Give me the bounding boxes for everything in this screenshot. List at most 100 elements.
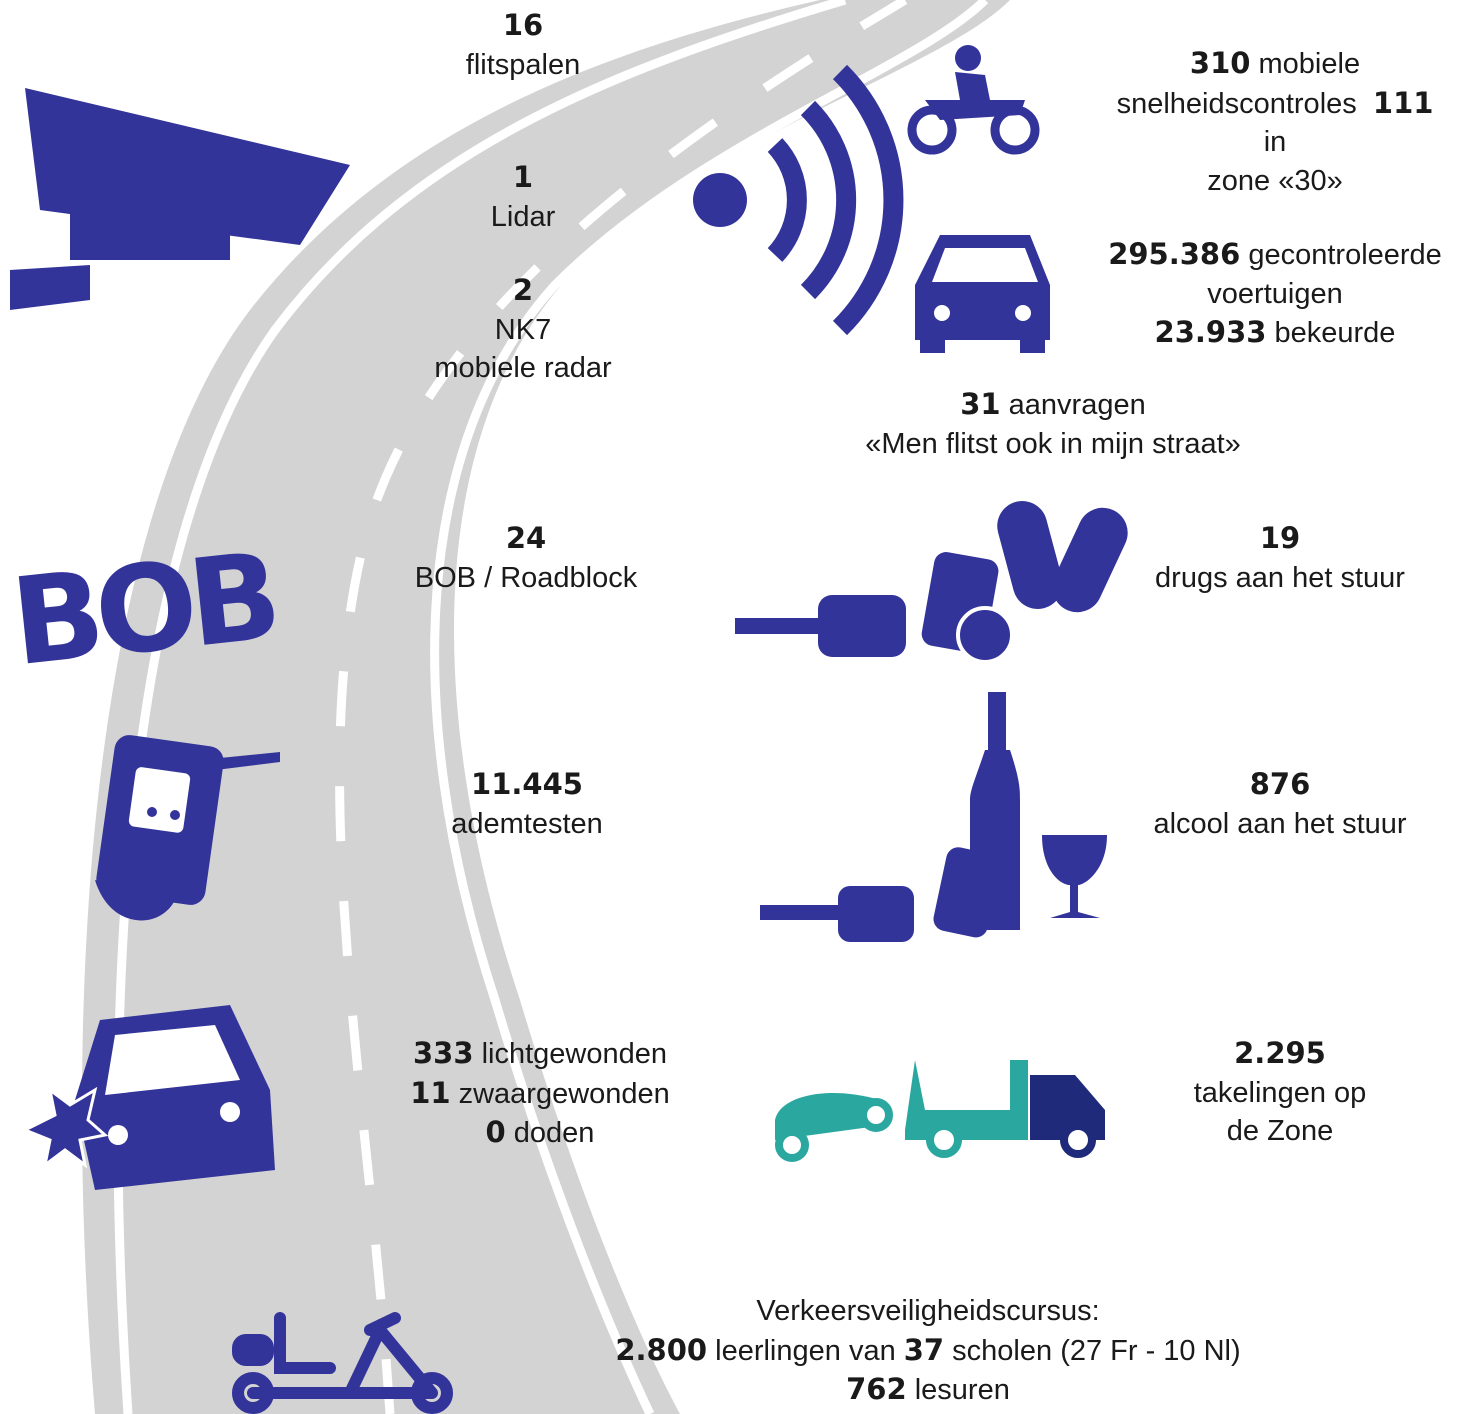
stat-text: flitspalen	[466, 49, 580, 81]
stat-text: lichtgewonden	[474, 1038, 667, 1070]
stat-block: 31 aanvragen«Men flitst ook in mijn stra…	[865, 385, 1241, 463]
stat-text: NK7	[495, 314, 551, 346]
stat-text: ademtesten	[451, 808, 603, 840]
stat-line: 876	[1153, 765, 1406, 805]
stat-text: bekeurde	[1266, 317, 1395, 349]
stat-line: 310 mobiele	[1117, 44, 1434, 84]
stat-text: snelheidscontroles	[1117, 88, 1373, 120]
stat-line: 11 zwaargewonden	[410, 1074, 670, 1114]
stat-line: snelheidscontroles 111	[1117, 84, 1434, 124]
stat-text: mobiele radar	[434, 352, 611, 384]
stat-number: 37	[904, 1333, 944, 1367]
stat-line: 1	[491, 158, 556, 198]
stat-line: takelingen op	[1194, 1074, 1367, 1113]
illustration: BOB	[0, 0, 1473, 1414]
stat-block: 19 drugs aan het stuur	[1155, 519, 1405, 597]
stat-line: Verkeersveiligheidscursus:	[615, 1292, 1240, 1331]
stat-text: gecontroleerde	[1240, 239, 1442, 271]
motorbike-icon	[912, 45, 1035, 150]
alcohol-icon	[760, 692, 1107, 942]
stat-number: 23.933	[1155, 315, 1267, 349]
stat-line: Lidar	[491, 198, 556, 237]
stat-line: flitspalen	[466, 46, 580, 85]
stat-line: ademtesten	[451, 805, 603, 844]
stat-text: Lidar	[491, 201, 556, 233]
stat-line: voertuigen	[1108, 275, 1442, 314]
stat-line: zone «30»	[1117, 162, 1434, 201]
stat-text: alcool aan het stuur	[1153, 808, 1406, 840]
stat-number: 11	[410, 1076, 450, 1110]
bob-icon-text: BOB	[5, 528, 280, 694]
stat-number: 876	[1250, 767, 1311, 801]
stat-text: BOB / Roadblock	[415, 562, 637, 594]
stat-line: 23.933 bekeurde	[1108, 313, 1442, 353]
drugs-icon	[735, 495, 1136, 662]
stat-number: 295.386	[1108, 237, 1240, 271]
stat-text: lesuren	[907, 1374, 1010, 1406]
stat-number: 762	[846, 1372, 907, 1406]
stat-text: scholen (27 Fr - 10 Nl)	[944, 1335, 1241, 1367]
stat-line: 2	[434, 271, 611, 311]
stat-line: in	[1117, 123, 1434, 162]
stat-number: 2.295	[1234, 1036, 1326, 1070]
stat-text: in	[1264, 126, 1287, 158]
stat-number: 31	[960, 387, 1000, 421]
stat-line: 2.295	[1194, 1034, 1367, 1074]
stat-block: 24 BOB / Roadblock	[415, 519, 637, 597]
stat-number: 16	[503, 8, 543, 42]
stat-line: «Men flitst ook in mijn straat»	[865, 425, 1241, 464]
tow-truck-icon	[775, 1060, 1105, 1158]
stat-text: voertuigen	[1207, 278, 1342, 310]
car-icon	[915, 235, 1050, 353]
crash-icon	[25, 1005, 275, 1190]
stat-text: aanvragen	[1001, 389, 1146, 421]
stat-line: 24	[415, 519, 637, 559]
stat-block: 876 alcool aan het stuur	[1153, 765, 1406, 843]
stat-number: 11.445	[471, 767, 583, 801]
stat-line: 2.800 leerlingen van 37 scholen (27 Fr -…	[615, 1331, 1240, 1371]
stat-block: 2 NK7 mobiele radar	[434, 271, 611, 388]
stat-line: 333 lichtgewonden	[410, 1034, 670, 1074]
stat-line: mobiele radar	[434, 349, 611, 388]
stat-number: 0	[486, 1115, 506, 1149]
stat-text: doden	[506, 1117, 595, 1149]
stat-block: 2.295 takelingen op de Zone	[1194, 1034, 1367, 1151]
stat-line: 0 doden	[410, 1113, 670, 1153]
stat-text: «Men flitst ook in mijn straat»	[865, 428, 1241, 460]
stat-number: 2.800	[615, 1333, 707, 1367]
stat-line: BOB / Roadblock	[415, 559, 637, 598]
stat-line: 31 aanvragen	[865, 385, 1241, 425]
stat-line: 295.386 gecontroleerde	[1108, 235, 1442, 275]
stat-line: 11.445	[451, 765, 603, 805]
stat-line: 762 lesuren	[615, 1370, 1240, 1410]
stat-number: 24	[506, 521, 546, 555]
page: {"icon_text": "BOB", "blocks": [ {"lines…	[0, 0, 1473, 1414]
stat-text: leerlingen van	[707, 1335, 904, 1367]
stat-line: NK7	[434, 311, 611, 350]
stat-text: zwaargewonden	[451, 1078, 670, 1110]
stat-number: 1	[513, 160, 533, 194]
stat-block: 1 Lidar	[491, 158, 556, 236]
stat-line: alcool aan het stuur	[1153, 805, 1406, 844]
stat-number: 19	[1260, 521, 1300, 555]
stat-line: 19	[1155, 519, 1405, 559]
stat-text: zone «30»	[1207, 165, 1342, 197]
stat-text: takelingen op	[1194, 1077, 1367, 1109]
stat-number: 2	[513, 273, 533, 307]
stat-block: 16 flitspalen	[466, 6, 580, 84]
stat-line: 16	[466, 6, 580, 46]
stat-line: drugs aan het stuur	[1155, 559, 1405, 598]
stat-text: Verkeersveiligheidscursus:	[756, 1295, 1099, 1327]
stat-block: Verkeersveiligheidscursus: 2.800 leerling…	[615, 1292, 1240, 1410]
stat-block: 11.445 ademtesten	[451, 765, 603, 843]
stat-text: drugs aan het stuur	[1155, 562, 1405, 594]
stat-text: de Zone	[1227, 1115, 1333, 1147]
stat-text: mobiele	[1250, 48, 1360, 80]
stat-line: de Zone	[1194, 1112, 1367, 1151]
stat-number: 111	[1373, 86, 1434, 120]
stat-number: 333	[413, 1036, 474, 1070]
stat-number: 310	[1190, 46, 1251, 80]
